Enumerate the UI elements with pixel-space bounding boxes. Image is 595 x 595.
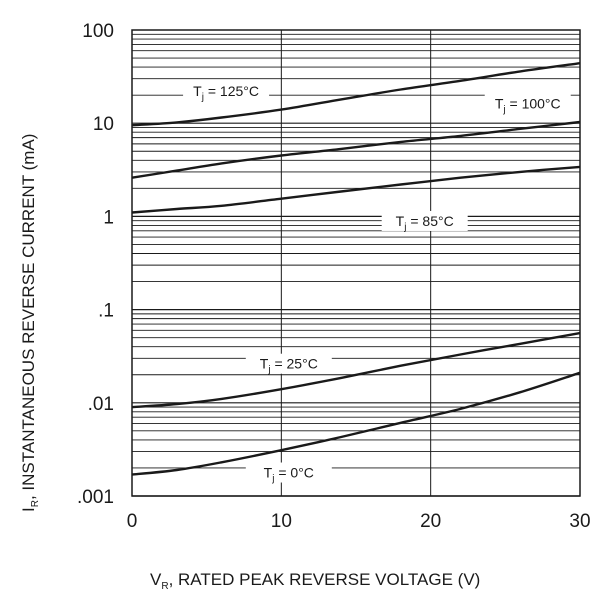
curve-label: Tj = 25°C <box>260 356 318 376</box>
y-tick-label: 10 <box>93 114 114 135</box>
x-tick-label: 0 <box>127 511 138 532</box>
curve-label: Tj = 0°C <box>264 465 314 485</box>
x-tick-label: 20 <box>420 511 441 532</box>
curve-label-bg <box>183 81 270 102</box>
curve-labels: Tj = 125°C Tj = 100°C Tj = 85°C Tj = 25°C Tj… <box>183 81 571 485</box>
curve-label-bg <box>245 353 332 374</box>
curve-label: Tj = 85°C <box>396 213 454 233</box>
series-line <box>131 120 581 179</box>
series-line <box>131 371 581 476</box>
y-tick-label: 1 <box>103 207 114 228</box>
y-tick-label: .001 <box>77 487 114 508</box>
x-axis-label-rest: , RATED PEAK REVERSE VOLTAGE (V) <box>169 570 481 589</box>
y-axis-label-sub: R <box>30 500 41 507</box>
y-axis-label-main: I <box>19 507 38 512</box>
tick-labels: 0 10 20 30 100 10 1 .1 .01 .001 <box>77 21 591 532</box>
x-axis-label-main: V <box>150 570 162 589</box>
x-tick-label: 30 <box>569 511 590 532</box>
curve-label-bg <box>381 210 468 231</box>
curve-label: Tj = 125°C <box>193 83 259 103</box>
plot-frame <box>131 29 581 497</box>
curve-label-bg <box>484 93 571 114</box>
curve-label-bg <box>245 462 332 483</box>
y-tick-label: .01 <box>88 394 114 415</box>
x-axis-label: VR, RATED PEAK REVERSE VOLTAGE (V) <box>150 570 480 592</box>
curve-label: Tj = 100°C <box>495 95 561 115</box>
y-tick-label: 100 <box>82 21 114 42</box>
y-tick-label: .1 <box>98 301 114 322</box>
y-axis-label: IR, INSTANTANEOUS REVERSE CURRENT (mA) <box>19 134 41 512</box>
curves <box>131 62 581 476</box>
x-tick-label: 10 <box>271 511 292 532</box>
series-line <box>131 62 581 127</box>
series-line <box>131 331 581 409</box>
y-axis-label-rest: , INSTANTANEOUS REVERSE CURRENT (mA) <box>19 134 38 500</box>
series-line <box>131 165 581 214</box>
x-axis-label-sub: R <box>161 581 168 592</box>
